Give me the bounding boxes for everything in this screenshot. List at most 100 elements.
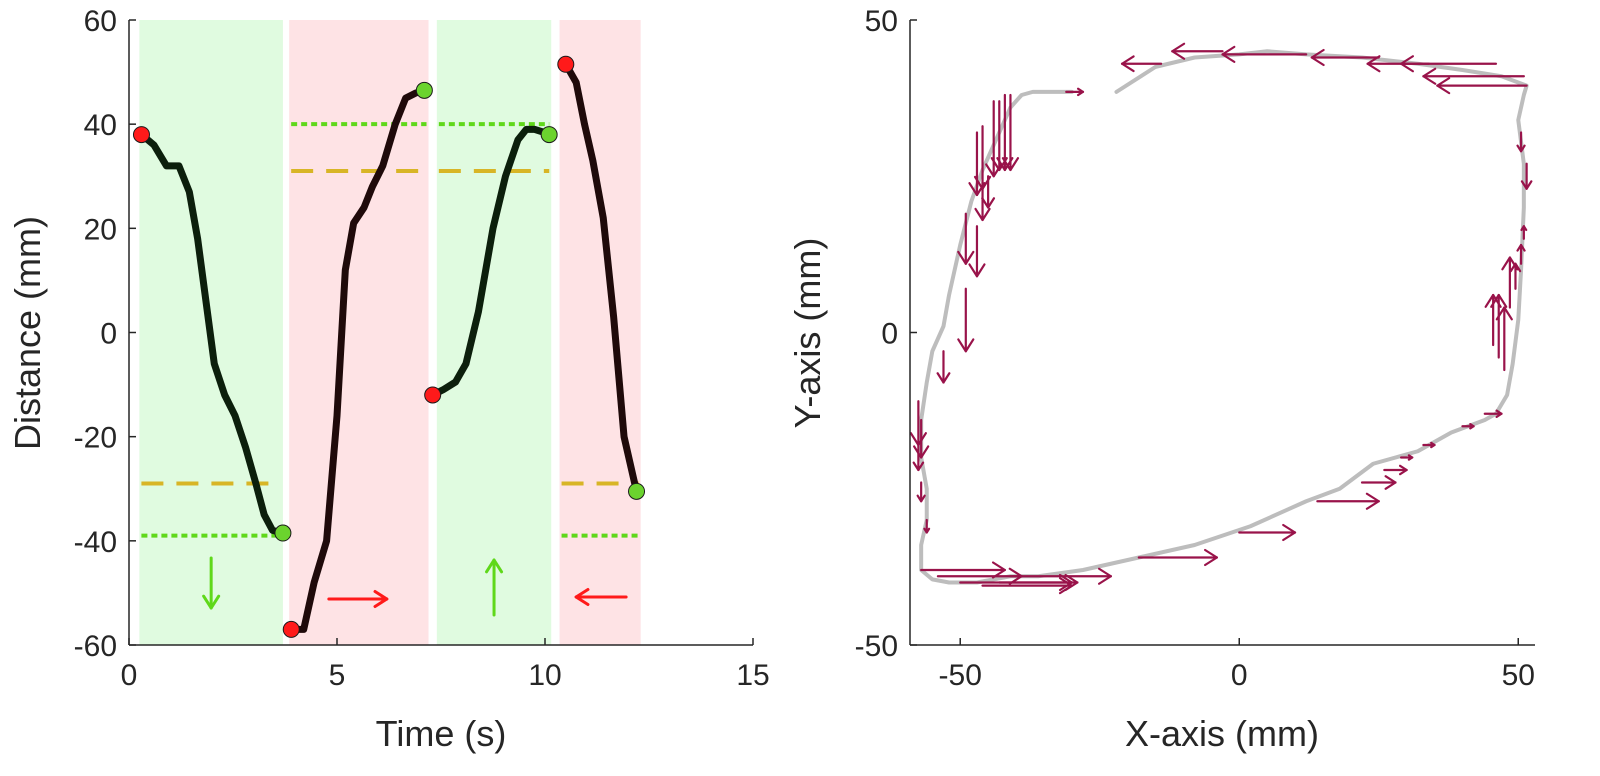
velocity-arrow-27: [1137, 548, 1219, 567]
left-x-axis-label: Time (s): [376, 713, 507, 754]
velocity-arrow-39: [936, 350, 951, 384]
velocity-arrow-4-head: [1221, 45, 1236, 63]
velocity-arrow-15: [1501, 256, 1519, 309]
velocity-arrow-3-head: [1171, 42, 1186, 60]
right-y-axis-label: Y-axis (mm): [787, 238, 828, 429]
distance-line-3: [429, 125, 553, 399]
velocity-arrow-33: [920, 561, 1006, 579]
velocity-arrow-11: [1520, 162, 1533, 190]
velocity-arrow-1: [1065, 87, 1085, 97]
velocity-arrow-23-head: [1398, 464, 1408, 476]
velocity-arrow-42-head: [968, 263, 986, 278]
velocity-arrow-41-head: [957, 250, 975, 265]
distance-line-4: [562, 60, 641, 495]
right-x-tick-label: 50: [1502, 659, 1535, 692]
velocity-arrow-39-head: [936, 372, 951, 384]
velocity-arrow-6-head: [1366, 55, 1381, 73]
velocity-arrow-19-head: [1495, 409, 1503, 418]
velocity-arrow-10: [1516, 131, 1526, 153]
distance-time-chart: 0 5 10 15 -60 -40 -20 0 20 40 60 Time (s) Distanc…: [7, 5, 770, 754]
velocity-arrow-10-head: [1516, 144, 1526, 153]
left-y-tick-label: -20: [74, 422, 117, 455]
direction-arrows: [202, 556, 628, 617]
velocity-arrow-31-head: [1058, 573, 1073, 592]
arrow-up-3-head: [485, 558, 504, 574]
velocity-arrow-20: [1461, 423, 1475, 430]
velocity-arrow-20-head: [1469, 423, 1475, 430]
velocity-arrow-4: [1221, 45, 1308, 63]
velocity-arrows: [909, 42, 1533, 595]
velocity-arrow-46: [973, 125, 992, 190]
velocity-arrow-9: [1436, 77, 1528, 95]
velocity-arrow-33-head: [991, 561, 1006, 579]
velocity-arrow-8: [1422, 67, 1525, 85]
start-marker-4: [557, 55, 575, 73]
velocity-arrow-22-head: [1407, 454, 1414, 461]
velocity-arrow-21-head: [1430, 441, 1436, 449]
velocity-arrow-32-head: [1008, 567, 1023, 585]
velocity-arrow-31: [959, 573, 1073, 592]
velocity-arrow-3: [1171, 42, 1224, 60]
left-x-ticks: 0 5 10 15: [121, 638, 770, 692]
velocity-arrow-34-head: [923, 527, 931, 534]
right-x-axis-label: X-axis (mm): [1125, 713, 1319, 754]
phase-band-3: [436, 20, 552, 645]
left-x-tick-label: 15: [736, 659, 769, 692]
velocity-arrow-5: [1310, 48, 1380, 67]
velocity-arrow-12: [1520, 225, 1528, 240]
velocity-arrow-50: [1001, 93, 1020, 172]
start-marker-2: [282, 620, 300, 638]
left-x-tick-label: 0: [121, 659, 138, 692]
arrow-up-3: [485, 558, 504, 617]
right-y-tick-label: 50: [865, 5, 898, 38]
velocity-arrow-37-head: [913, 445, 930, 459]
end-marker-4: [628, 482, 646, 500]
velocity-arrow-34: [923, 518, 931, 534]
velocity-arrow-38-head: [909, 432, 927, 447]
velocity-arrow-30: [981, 577, 1073, 595]
velocity-arrow-36-head: [912, 461, 925, 472]
velocity-arrow-19: [1483, 409, 1503, 418]
left-x-tick-label: 5: [329, 659, 346, 692]
velocity-arrow-11-head: [1520, 180, 1533, 190]
velocity-arrow-40: [957, 287, 975, 353]
right-axes: [909, 20, 1535, 646]
left-y-tick-label: 60: [84, 5, 117, 38]
arrow-right-2: [327, 589, 389, 609]
left-y-axis-label: Distance (mm): [7, 216, 48, 450]
distance-line-2: [287, 86, 428, 633]
right-y-ticks: -50 0 50: [855, 5, 917, 663]
velocity-arrow-41: [957, 212, 975, 265]
endpoint-markers: [132, 55, 646, 638]
arrow-left-4-head: [574, 587, 590, 607]
arrow-down-1: [202, 556, 221, 610]
trajectory-path: [919, 49, 1529, 585]
velocity-arrow-2: [1120, 55, 1163, 73]
velocity-arrow-7-head: [1399, 55, 1414, 73]
arrow-left-4: [574, 587, 628, 607]
velocity-arrow-12-head: [1520, 225, 1528, 232]
trajectory-line: [919, 49, 1529, 585]
velocity-arrow-28-head: [1097, 567, 1112, 585]
right-x-tick-label: -50: [939, 659, 982, 692]
velocity-arrow-18: [1484, 293, 1502, 347]
velocity-arrow-30-head: [1058, 577, 1073, 595]
velocity-arrow-14-head: [1509, 262, 1522, 273]
phase-band-4: [559, 20, 641, 645]
velocity-arrow-15-head: [1501, 256, 1519, 271]
velocity-arrow-38: [909, 400, 927, 447]
left-y-tick-label: -60: [74, 630, 117, 663]
velocity-arrow-42: [968, 225, 986, 278]
end-marker-1: [274, 524, 292, 542]
start-marker-3: [424, 386, 442, 404]
velocity-arrow-18-head: [1484, 293, 1502, 308]
right-x-tick-label: 0: [1231, 659, 1248, 692]
velocity-arrow-50-head: [1001, 157, 1020, 172]
xy-trajectory-chart: -50 0 50 -50 0 50 X-axis (mm) Y-axis (mm): [787, 5, 1535, 754]
right-y-tick-label: 0: [881, 318, 898, 351]
phase-bands: [139, 20, 641, 645]
velocity-arrow-13-head: [1516, 243, 1526, 252]
end-marker-2: [415, 81, 433, 99]
start-marker-1: [132, 126, 150, 144]
